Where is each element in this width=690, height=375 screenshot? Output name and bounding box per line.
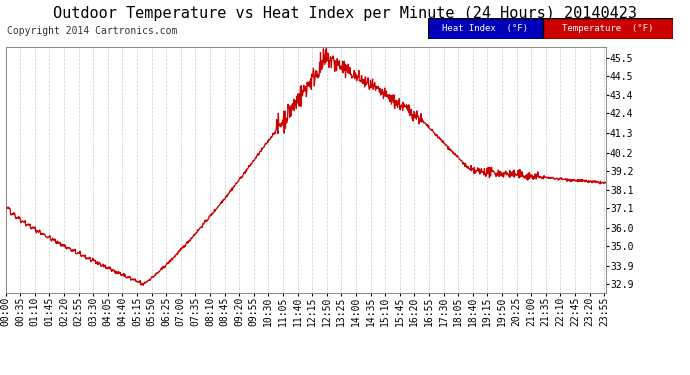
Text: Heat Index  (°F): Heat Index (°F) [442, 24, 529, 33]
Text: Copyright 2014 Cartronics.com: Copyright 2014 Cartronics.com [7, 26, 177, 36]
FancyBboxPatch shape [543, 18, 673, 39]
Text: Outdoor Temperature vs Heat Index per Minute (24 Hours) 20140423: Outdoor Temperature vs Heat Index per Mi… [53, 6, 637, 21]
FancyBboxPatch shape [428, 18, 543, 39]
Text: Temperature  (°F): Temperature (°F) [562, 24, 653, 33]
